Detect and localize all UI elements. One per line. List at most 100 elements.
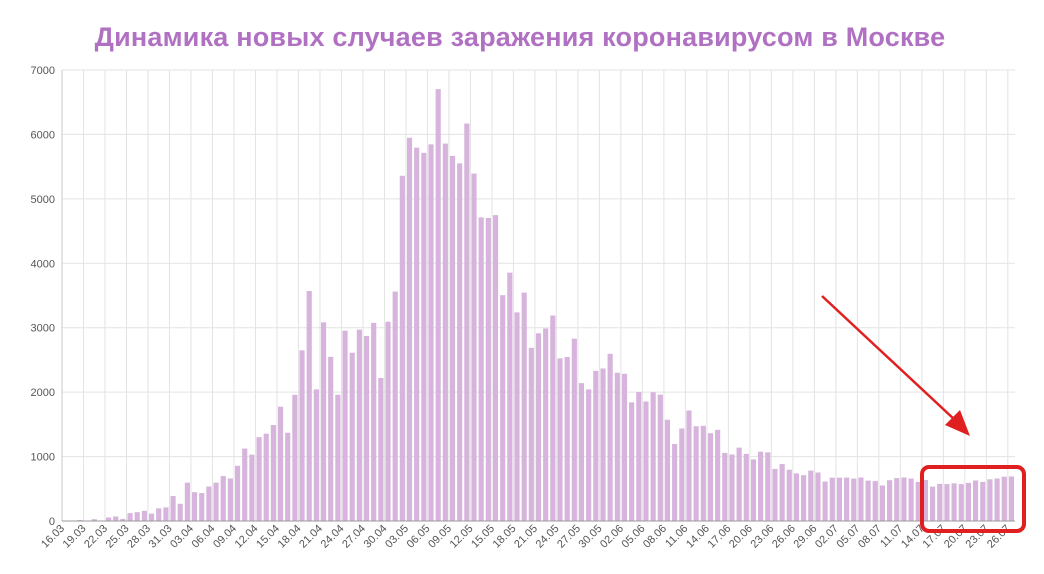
x-tick-label: 20.06	[727, 523, 755, 551]
bar	[535, 333, 542, 521]
bar	[578, 383, 585, 521]
bar	[199, 493, 205, 521]
bar	[729, 454, 735, 521]
bar	[249, 454, 255, 521]
bar	[457, 163, 463, 521]
bar	[750, 459, 757, 521]
x-tick-label: 30.05	[577, 523, 605, 551]
y-tick-label: 1000	[31, 452, 55, 464]
bar	[392, 291, 398, 521]
bar	[736, 447, 742, 521]
bar	[772, 468, 778, 521]
bar	[951, 483, 957, 521]
bar	[478, 217, 484, 521]
bar	[944, 484, 950, 521]
x-tick-label: 08.07	[856, 523, 884, 551]
x-tick-label: 27.04	[340, 523, 368, 551]
bar	[127, 513, 133, 521]
bar	[213, 482, 219, 521]
bar	[285, 432, 291, 521]
bar	[507, 272, 513, 521]
x-tick-label: 08.06	[641, 523, 669, 551]
x-tick-label: 12.04	[233, 523, 261, 551]
bar	[270, 425, 276, 521]
bar	[643, 401, 649, 521]
highlight-box	[920, 465, 1026, 533]
bar	[901, 477, 907, 521]
y-tick-label: 5000	[31, 194, 55, 206]
x-tick-label: 11.07	[878, 523, 905, 550]
bar	[292, 394, 298, 521]
bar	[743, 453, 749, 521]
x-tick-label: 26.07	[985, 523, 1013, 551]
x-tick-label: 23.06	[749, 523, 777, 551]
x-tick-label: 24.04	[319, 523, 347, 551]
x-tick-label: 02.07	[813, 523, 841, 551]
bar	[342, 330, 348, 521]
bar	[808, 470, 814, 521]
bar	[600, 368, 606, 521]
x-tick-label: 24.05	[534, 523, 562, 551]
bar	[829, 477, 835, 521]
x-tick-label: 27.05	[555, 523, 583, 551]
bar	[922, 480, 929, 521]
bar	[1008, 476, 1014, 521]
x-tick-label: 11.06	[663, 523, 690, 550]
x-tick-label: 15.05	[469, 523, 497, 551]
bar	[328, 356, 334, 521]
bar	[206, 486, 212, 521]
bar	[965, 482, 972, 521]
bar	[715, 429, 721, 521]
bar	[263, 433, 269, 521]
bar	[693, 426, 699, 521]
bar	[894, 478, 900, 521]
annotation	[821, 295, 1026, 533]
bar	[242, 448, 248, 521]
x-tick-label: 28.03	[125, 523, 153, 551]
bar	[865, 480, 871, 521]
x-tick-label: 25.03	[104, 523, 132, 551]
x-tick-label: 15.04	[254, 523, 282, 551]
bar	[822, 481, 828, 521]
bar	[815, 472, 821, 521]
y-tick-label: 3000	[31, 323, 55, 335]
bar	[700, 425, 706, 521]
bar	[356, 329, 362, 521]
bar	[872, 481, 878, 521]
bar	[657, 394, 663, 521]
arrow-shaft	[821, 295, 956, 421]
x-tick-label: 20.07	[942, 523, 970, 551]
x-tick-label: 05.06	[620, 523, 648, 551]
bar	[607, 353, 613, 521]
y-tick-label: 0	[49, 516, 55, 528]
y-tick-label: 4000	[31, 258, 55, 270]
bar	[256, 437, 262, 521]
bar	[844, 477, 850, 521]
bar	[672, 444, 678, 521]
bar	[105, 517, 112, 521]
bar	[363, 336, 370, 521]
x-tick-label: 21.05	[512, 523, 540, 551]
x-tick-label: 06.05	[405, 523, 433, 551]
bar	[550, 315, 556, 521]
x-tick-label: 09.05	[426, 523, 454, 551]
y-axis-ticks: 0 1000 2000 3000 4000 5000 6000 7000	[31, 65, 55, 528]
bar	[148, 513, 155, 521]
bar	[571, 338, 577, 521]
x-tick-label: 29.06	[792, 523, 820, 551]
bar	[994, 478, 1000, 521]
bar	[320, 322, 327, 521]
bar	[113, 516, 119, 521]
bar	[141, 510, 147, 521]
bar	[786, 469, 792, 521]
bar	[442, 143, 448, 521]
bar	[471, 173, 477, 521]
bar	[91, 519, 97, 521]
bars	[63, 89, 1014, 522]
bar	[722, 452, 728, 521]
bar	[227, 478, 233, 521]
bar	[915, 481, 921, 521]
bar	[156, 508, 162, 521]
bar	[514, 312, 520, 521]
